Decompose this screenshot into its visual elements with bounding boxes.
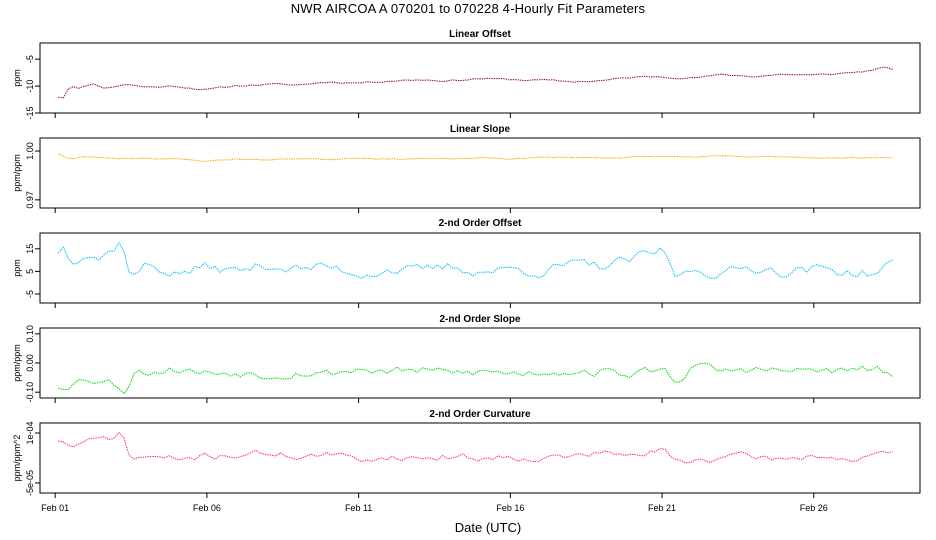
series-line-overlay-linear_offset (58, 66, 893, 99)
x-tick-label-4: Feb 21 (648, 503, 676, 513)
panel-frame-linear_slope (39, 137, 921, 209)
panel-title-second_order_offset: 2-nd Order Offset (439, 218, 522, 229)
y-tick-label-linear_offset-1: -10 (25, 80, 35, 93)
series-line-linear_slope (57, 153, 893, 162)
y-tick-label-linear_offset-0: -15 (25, 106, 35, 119)
y-tick-label-second_order_curvature-0: -5e-05 (25, 470, 35, 496)
panel-frame-second_order_offset (39, 232, 921, 304)
series-line-second_order_offset (57, 241, 893, 280)
y-tick-label-linear_slope-1: 1.00 (25, 142, 35, 160)
y-tick-label-second_order_curvature-1: 1e-04 (25, 421, 35, 444)
panel-title-second_order_curvature: 2-nd Order Curvature (429, 409, 531, 420)
panel-title-linear_offset: Linear Offset (449, 29, 511, 40)
y-tick-label-second_order_slope-0: -0.10 (25, 382, 35, 403)
y-tick-label-linear_slope-0: 0.97 (25, 191, 35, 209)
figure-title: NWR AIRCOA A 070201 to 070228 4-Hourly F… (290, 1, 646, 16)
panel-frame-second_order_slope (39, 327, 921, 399)
panel-title-second_order_slope: 2-nd Order Slope (439, 314, 521, 325)
x-tick-label-3: Feb 16 (496, 503, 524, 513)
series-line-second_order_curvature (58, 431, 893, 464)
y-tick-label-second_order_offset-0: -5 (25, 290, 35, 298)
y-tick-label-second_order_offset-1: 5 (25, 269, 35, 274)
y-tick-label-second_order_slope-2: 0.10 (25, 325, 35, 343)
x-tick-label-2: Feb 11 (345, 503, 372, 513)
y-axis-label-linear_slope: ppm/ppm (12, 154, 22, 192)
y-axis-label-linear_offset: ppm (12, 69, 22, 87)
panel-frame-second_order_curvature (39, 422, 921, 494)
y-tick-label-second_order_offset-2: 15 (25, 244, 35, 254)
series-line-linear_offset (58, 66, 893, 99)
y-tick-label-linear_offset-2: -5 (25, 55, 35, 63)
y-axis-label-second_order_offset: ppm (12, 259, 22, 277)
panel-frame-linear_offset (39, 42, 921, 114)
series-line-second_order_slope (58, 362, 894, 395)
x-axis-label: Date (UTC) (455, 520, 521, 535)
x-tick-label-5: Feb 26 (800, 503, 828, 513)
y-axis-label-second_order_curvature: ppm/ppm^2 (12, 435, 22, 482)
x-tick-label-0: Feb 01 (41, 503, 69, 513)
x-tick-label-1: Feb 06 (193, 503, 221, 513)
y-tick-label-second_order_slope-1: 0.00 (25, 354, 35, 372)
y-axis-label-second_order_slope: ppm/ppm (12, 344, 22, 382)
panel-title-linear_slope: Linear Slope (450, 124, 510, 135)
